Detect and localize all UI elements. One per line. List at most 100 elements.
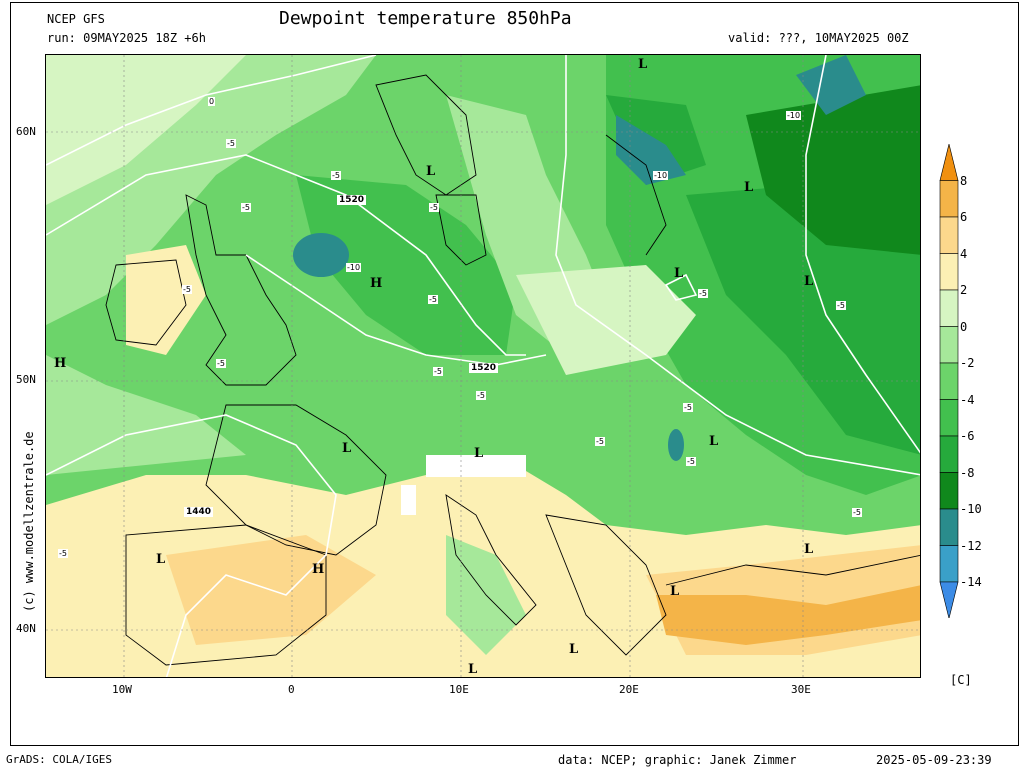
- geopotential-label-1520-central: 1520: [469, 363, 499, 373]
- colorbar-level-label: 8: [960, 173, 968, 188]
- colorbar-level-label: -10: [960, 502, 982, 516]
- atlantic-light-zone: [46, 55, 246, 205]
- dewpoint-label: -5: [683, 403, 693, 412]
- colorbar-unit: [C]: [950, 673, 972, 687]
- geopotential-label-1520-north: 1520: [337, 195, 367, 205]
- colorbar-segment: [939, 508, 959, 546]
- dewpoint-label-dry: -10: [786, 111, 802, 120]
- lon-label-10w: 10W: [112, 683, 132, 696]
- low-center-carpathians: L: [709, 434, 719, 449]
- colorbar-segment: [939, 399, 959, 437]
- contour-nw-1: [46, 55, 377, 166]
- lon-label-10e: 10E: [449, 683, 469, 696]
- colorbar-level-label: 6: [960, 210, 968, 224]
- colorbar-level-label: -12: [960, 538, 982, 553]
- colorbar-segment: [939, 545, 959, 583]
- turkey-coast: [665, 554, 920, 586]
- watermark-text: (c) www.modellzentrale.de: [22, 431, 36, 612]
- low-center-russia: L: [804, 274, 814, 289]
- biscay-zone: [46, 355, 246, 475]
- colorbar-segment: [939, 435, 959, 473]
- north-sea-dry-patch: [293, 233, 349, 277]
- valid-time: valid: ???, 10MAY2025 00Z: [728, 31, 909, 45]
- dewpoint-label: -5: [428, 295, 438, 304]
- colorbar-segment: [939, 180, 959, 218]
- colorbar-level-label: -4: [960, 392, 975, 407]
- colorbar-level-label: -8: [960, 465, 975, 480]
- dewpoint-label: -5: [331, 171, 341, 180]
- lat-label-50n: 50N: [16, 373, 36, 386]
- carpathian-dry-patch: [668, 429, 684, 461]
- low-center-iberia: L: [156, 552, 166, 567]
- contour-1520-b: [245, 254, 547, 366]
- iberia-outline: [125, 524, 327, 666]
- ireland-moist-zone: [126, 245, 206, 355]
- lat-label-40n: 40N: [16, 622, 36, 635]
- dewpoint-label: -5: [836, 301, 846, 310]
- colorbar-segment: [939, 581, 959, 618]
- geopotential-contours: [46, 55, 920, 677]
- contour-east: [805, 55, 920, 454]
- dewpoint-label: -5: [429, 203, 439, 212]
- map-title: Dewpoint temperature 850hPa: [279, 8, 572, 29]
- dewpoint-map: L L L L L H H L L L L H L L L L 1520 152…: [45, 54, 921, 678]
- dewpoint-label: -5: [226, 139, 236, 148]
- colorbar-segment: [939, 326, 959, 364]
- colorbar-segment: [939, 144, 959, 181]
- dewpoint-label: -5: [182, 285, 192, 294]
- poland-moist-zone: [516, 265, 696, 375]
- low-center-alps: L: [474, 446, 484, 461]
- alps-snow-patch: [426, 455, 526, 477]
- colorbar-segment: [939, 253, 959, 291]
- footer-credit: data: NCEP; graphic: Janek Zimmer: [558, 753, 797, 767]
- model-name: NCEP GFS: [47, 12, 105, 26]
- footer-timestamp: 2025-05-09-23:39: [876, 753, 992, 767]
- finland-dry-patch: [616, 115, 686, 185]
- low-center-finland: L: [638, 57, 648, 72]
- colorbar-segment: [939, 472, 959, 510]
- low-center-poland: L: [674, 266, 684, 281]
- alps-white-patch: [401, 485, 416, 515]
- contour-1440: [46, 414, 337, 677]
- denmark-outline: [435, 194, 487, 266]
- great-britain-outline: [185, 194, 297, 386]
- dewpoint-label: -5: [476, 391, 486, 400]
- colorbar-level-label: 0: [960, 319, 968, 334]
- run-info: run: 09MAY2025 18Z +6h: [47, 31, 206, 45]
- high-center-atlantic: H: [54, 356, 67, 371]
- high-center-northsea: H: [370, 276, 383, 291]
- dewpoint-label: -5: [686, 457, 696, 466]
- lon-label-30e: 30E: [791, 683, 811, 696]
- baltic-dry-zone: [746, 85, 920, 255]
- colorbar-segment: [939, 216, 959, 254]
- dewpoint-label: -5: [433, 367, 443, 376]
- dewpoint-label: -5: [698, 289, 708, 298]
- low-center-baltic: L: [744, 180, 754, 195]
- low-center-ionian: L: [569, 642, 579, 657]
- dewpoint-label-zero: 0: [208, 97, 216, 106]
- colorbar-level-label: 2: [960, 283, 968, 297]
- lat-label-60n: 60N: [16, 125, 36, 138]
- dewpoint-label: -5: [58, 549, 68, 558]
- dewpoint-label: -5: [216, 359, 226, 368]
- lon-label-20e: 20E: [619, 683, 639, 696]
- karelia-dry-patch: [796, 55, 866, 115]
- coastlines: [105, 74, 920, 666]
- colorbar: [939, 144, 959, 618]
- dewpoint-label: -5: [241, 203, 251, 212]
- france-outline: [205, 404, 387, 556]
- dewpoint-label: -5: [595, 437, 605, 446]
- colorbar-segment: [939, 289, 959, 327]
- low-center-blacksea: L: [804, 542, 814, 557]
- colorbar-segment: [939, 362, 959, 400]
- high-center-spain: H: [312, 562, 325, 577]
- figure-frame: [10, 2, 1019, 746]
- map-canvas: [46, 55, 920, 677]
- graticule: [46, 55, 920, 677]
- colorbar-level-label: -14: [960, 575, 982, 589]
- contour-1520-a: [46, 154, 526, 356]
- lon-label-0: 0: [288, 683, 295, 696]
- footer-software: GrADS: COLA/IGES: [6, 753, 112, 766]
- colorbar-level-label: 4: [960, 246, 968, 261]
- dewpoint-label-dry: -10: [653, 171, 669, 180]
